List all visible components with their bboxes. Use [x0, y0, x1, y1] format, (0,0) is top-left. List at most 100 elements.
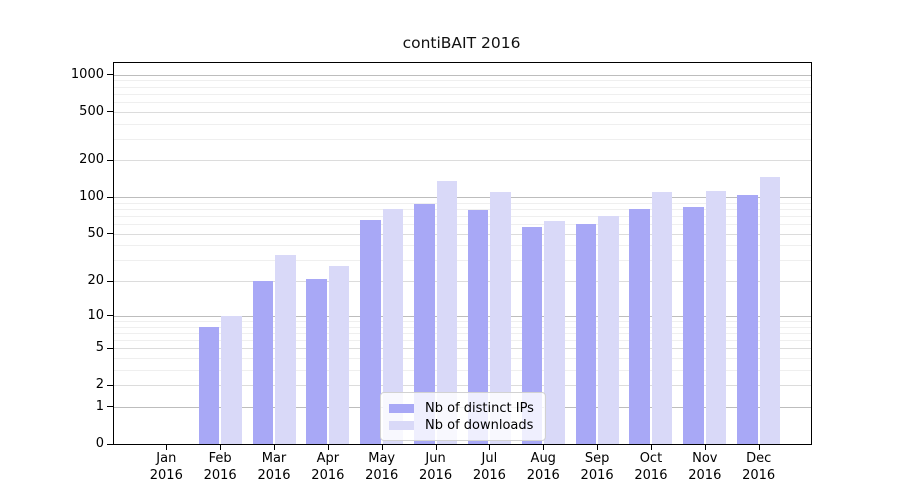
x-label-month: Jun [425, 451, 446, 466]
x-label-month: Apr [316, 451, 340, 466]
y-tick-1000 [107, 74, 114, 76]
x-tick-oct [650, 444, 652, 450]
x-label-month: Sep [584, 451, 610, 466]
legend-item-distinct-ips: Nb of distinct IPs [389, 400, 545, 416]
y-tick-0 [107, 443, 114, 445]
x-tick-label-aug: Aug 2016 [516, 450, 570, 484]
x-label-year: 2016 [634, 468, 668, 483]
y-tick-label-5: 5 [95, 340, 104, 356]
bar-nov-downloads [705, 190, 727, 444]
x-tick-may [381, 444, 383, 450]
x-tick-label-jan: Jan 2016 [139, 450, 193, 484]
x-label-year: 2016 [365, 468, 399, 483]
bar-dec-downloads [759, 176, 781, 444]
y-tick-label-1: 1 [95, 398, 104, 414]
y-tick-5 [107, 347, 114, 349]
x-label-month: Jan [156, 451, 177, 466]
x-label-year: 2016 [472, 468, 506, 483]
bar-nov-distinct-ips [683, 206, 704, 444]
bar-sep-distinct-ips [575, 224, 597, 444]
legend-label-downloads: Nb of downloads [425, 417, 534, 433]
bar-mar-distinct-ips [252, 281, 273, 444]
x-label-month: Dec [746, 451, 772, 466]
x-label-month: Aug [530, 451, 556, 466]
x-tick-jul [489, 444, 491, 450]
x-tick-jun [435, 444, 437, 450]
gridline-minor [114, 80, 811, 82]
bar-aug-distinct-ips [521, 226, 543, 444]
x-label-month: Oct [639, 451, 663, 466]
x-tick-label-may: May 2016 [355, 450, 409, 484]
x-tick-apr [327, 444, 329, 450]
gridline-minor [114, 93, 811, 95]
x-label-year: 2016 [526, 468, 560, 483]
gridline-200 [114, 160, 811, 162]
bar-jun-distinct-ips [414, 204, 435, 444]
x-label-year: 2016 [149, 468, 183, 483]
y-tick-label-500: 500 [79, 103, 104, 119]
x-label-month: Jul [481, 451, 498, 466]
x-label-month: May [368, 451, 396, 466]
x-tick-label-feb: Feb 2016 [193, 450, 247, 484]
x-tick-sep [597, 444, 599, 450]
y-tick-500 [107, 111, 114, 113]
bar-oct-downloads [651, 192, 673, 444]
x-label-year: 2016 [257, 468, 291, 483]
y-tick-label-2: 2 [95, 377, 104, 393]
plot-area: 0 1 2 5 10 20 50 100 200 500 1000 Jan 2016 Feb 2016 Mar… [71, 62, 812, 483]
x-label-year: 2016 [688, 468, 722, 483]
bar-feb-downloads [221, 315, 242, 444]
x-label-month: Feb [208, 451, 232, 466]
bar-aug-downloads [544, 220, 565, 444]
x-tick-dec [758, 444, 760, 450]
bar-may-downloads [382, 209, 404, 444]
x-label-month: Mar [261, 451, 287, 466]
x-label-year: 2016 [203, 468, 237, 483]
legend-item-downloads: Nb of downloads [389, 417, 545, 433]
x-tick-nov [704, 444, 706, 450]
gridline-500 [114, 111, 811, 113]
y-tick-label-1000: 1000 [70, 66, 104, 82]
gridline-minor [114, 123, 811, 125]
x-tick-label-apr: Apr 2016 [301, 450, 355, 484]
x-label-year: 2016 [419, 468, 453, 483]
y-tick-2 [107, 384, 114, 386]
bar-mar-downloads [275, 255, 296, 444]
legend-label-distinct-ips: Nb of distinct IPs [425, 400, 534, 416]
gridline-minor [114, 138, 811, 140]
x-tick-label-jul: Jul 2016 [462, 450, 516, 484]
gridline-1000 [114, 74, 811, 76]
bar-apr-downloads [328, 265, 350, 444]
bar-jul-downloads [490, 192, 511, 444]
chart-title: contiBAIT 2016 [402, 34, 521, 52]
bar-oct-distinct-ips [629, 209, 650, 444]
bar-may-distinct-ips [360, 220, 381, 444]
bar-feb-distinct-ips [198, 326, 220, 444]
bar-sep-downloads [598, 216, 619, 444]
bar-jun-downloads [436, 181, 458, 444]
x-tick-label-jun: Jun 2016 [409, 450, 463, 484]
gridline-minor [114, 101, 811, 103]
y-tick-20 [107, 280, 114, 282]
x-tick-label-sep: Sep 2016 [570, 450, 624, 484]
bar-apr-distinct-ips [306, 278, 327, 444]
legend: Nb of distinct IPs Nb of downloads [380, 392, 546, 441]
x-tick-label-dec: Dec 2016 [732, 450, 786, 484]
bar-dec-distinct-ips [737, 195, 758, 444]
bar-jul-distinct-ips [467, 210, 489, 444]
x-label-year: 2016 [742, 468, 776, 483]
y-tick-200 [107, 159, 114, 161]
x-tick-aug [543, 444, 545, 450]
x-tick-mar [274, 444, 275, 450]
x-tick-jan [166, 444, 168, 450]
y-tick-label-100: 100 [79, 189, 104, 205]
y-tick-label-0: 0 [95, 436, 104, 451]
x-label-year: 2016 [311, 468, 345, 483]
legend-swatch-distinct-ips [389, 403, 414, 413]
x-tick-label-mar: Mar 2016 [247, 450, 301, 484]
y-tick-100 [107, 196, 114, 198]
x-label-month: Nov [692, 451, 718, 466]
y-tick-label-20: 20 [87, 273, 104, 289]
gridline-minor [114, 86, 811, 88]
